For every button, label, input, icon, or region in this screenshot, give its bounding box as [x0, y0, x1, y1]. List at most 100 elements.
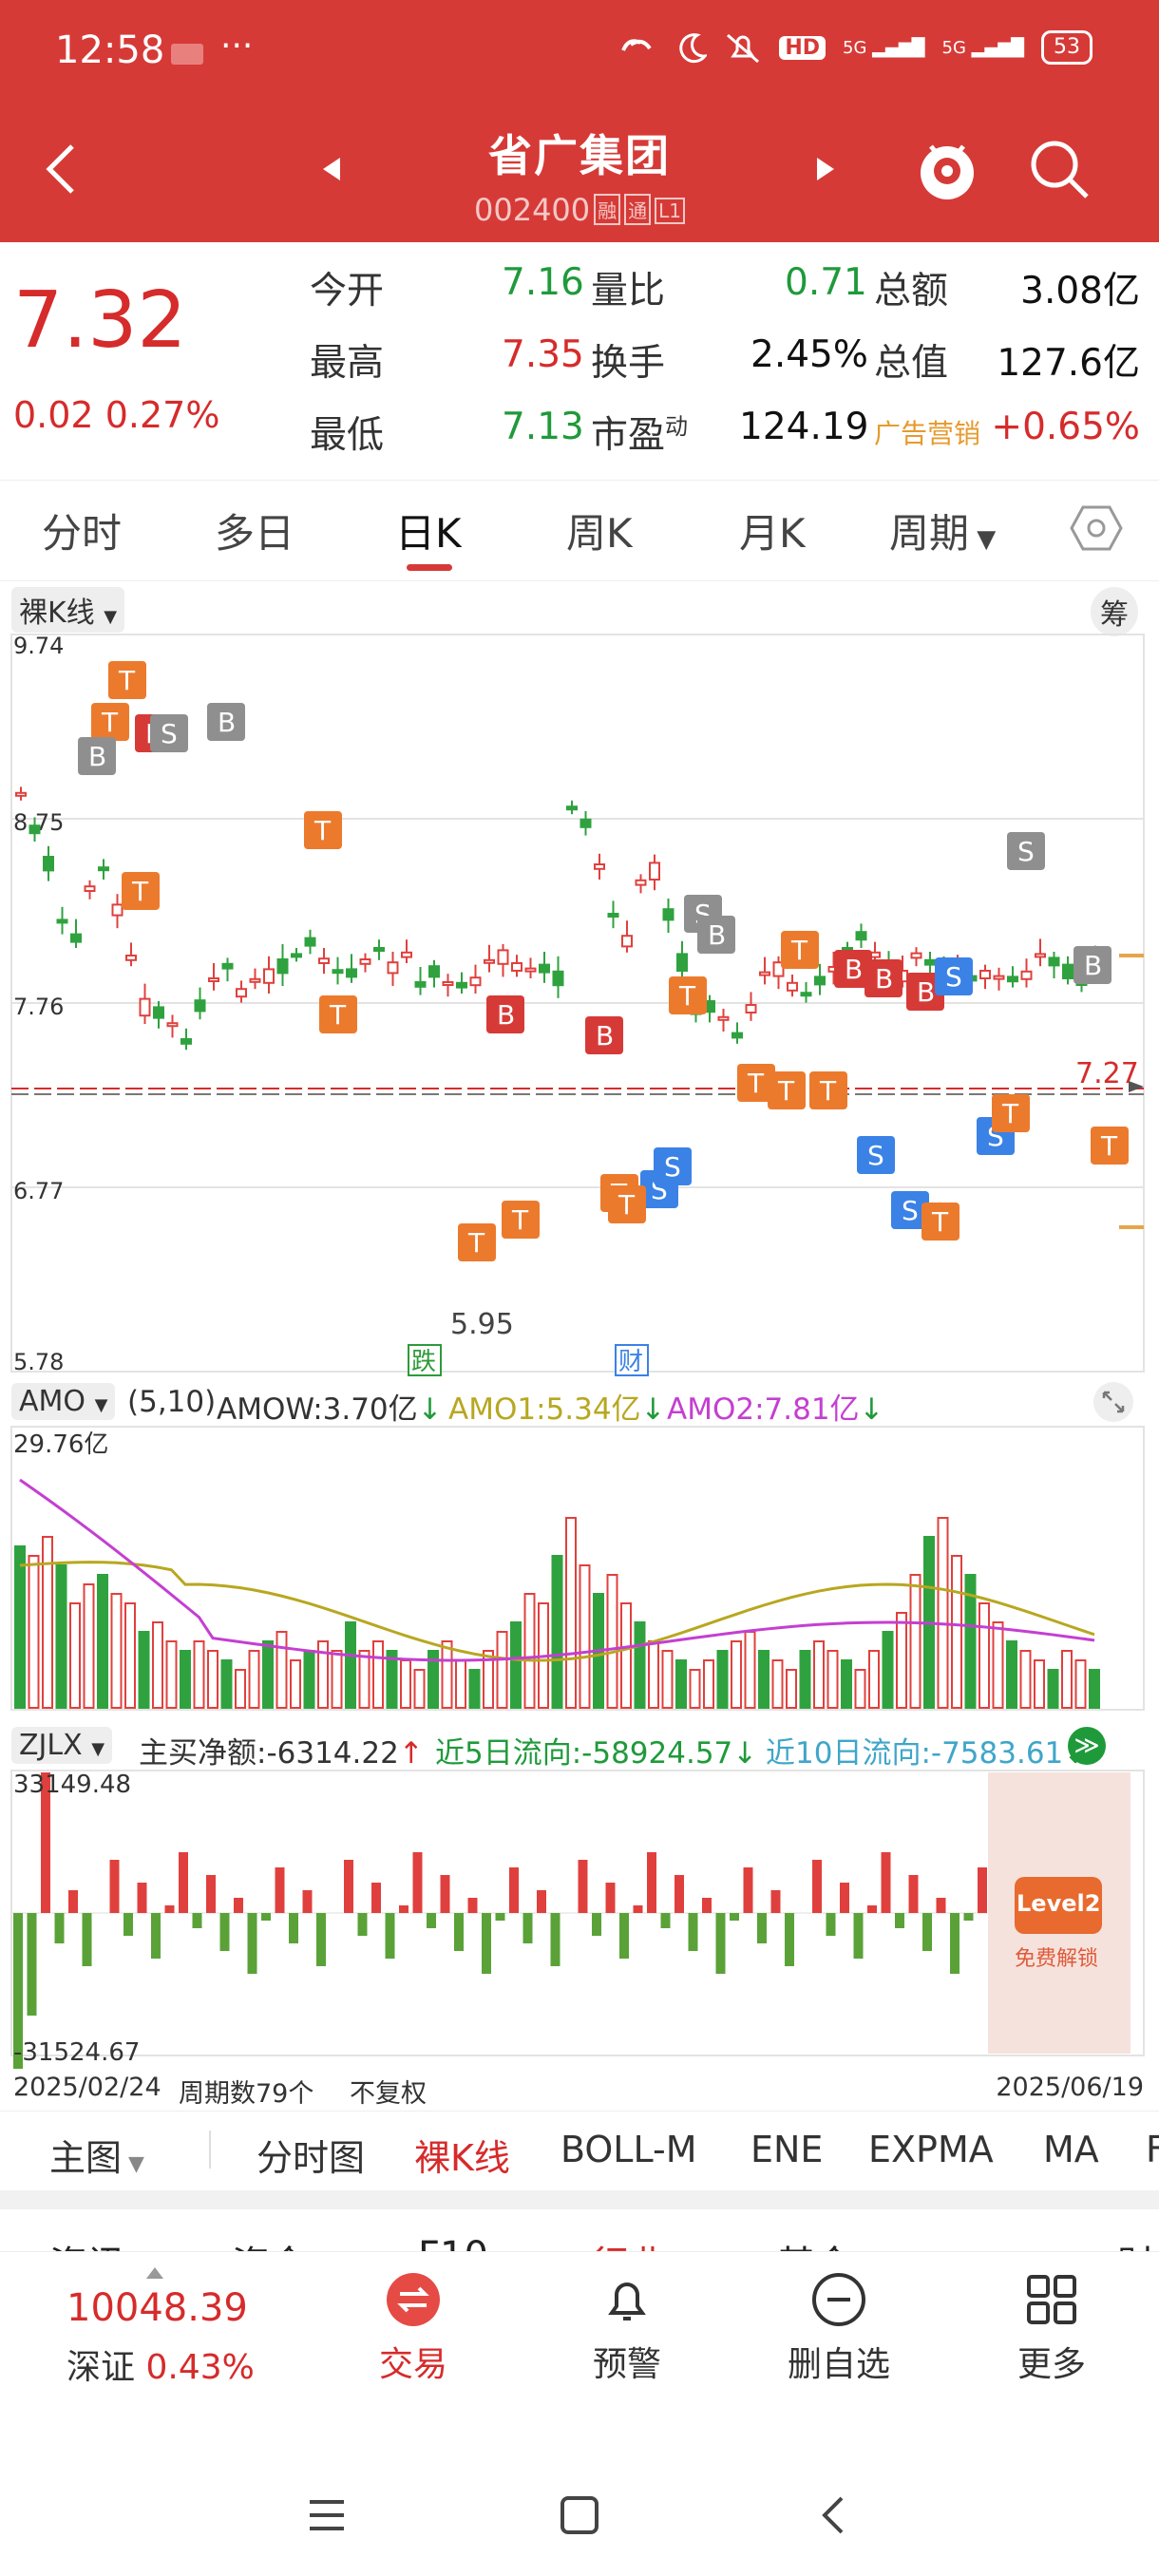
amo-bar: [303, 1650, 315, 1709]
partial-tab-funds[interactable]: 资金: [232, 2234, 308, 2251]
zjlx-bar: [812, 1860, 822, 1913]
amo-bar: [758, 1650, 770, 1709]
amo-bar: [648, 1640, 659, 1709]
indicator-naked-k[interactable]: 裸K线: [414, 2137, 510, 2179]
search-icon[interactable]: [1028, 138, 1091, 200]
amo-bar: [496, 1631, 508, 1709]
range-end: 2025/06/19: [996, 2073, 1144, 2102]
indicator-expma[interactable]: EXPMA: [868, 2129, 994, 2170]
trade-marker-badge: [1091, 1127, 1129, 1165]
partial-tab-finance[interactable]: 财: [1117, 2234, 1155, 2251]
sector-link[interactable]: 广告营销: [874, 418, 981, 449]
next-stock-icon[interactable]: [815, 156, 836, 182]
amo-bar: [468, 1669, 481, 1709]
zjlx-bar: [109, 1860, 120, 1913]
mascot-icon[interactable]: [914, 133, 980, 205]
indicator-more[interactable]: F: [1146, 2129, 1159, 2170]
amo-panel: [10, 1426, 1145, 1711]
trade-marker-badge: [922, 1203, 960, 1241]
zjlx-bar: [936, 1898, 946, 1913]
amo-bar: [1089, 1669, 1100, 1709]
candle-body: [318, 957, 330, 965]
candle-body: [787, 981, 798, 992]
chart-type-selector[interactable]: 裸K线 ▼: [11, 587, 125, 633]
candle-body: [194, 999, 206, 1013]
zjlx-bar: [660, 1913, 671, 1928]
tab-multiday[interactable]: 多日: [215, 510, 295, 557]
candle-body: [166, 1022, 179, 1028]
tab-weekly-k[interactable]: 周K: [566, 510, 633, 557]
hd-icon: HD: [779, 35, 826, 60]
zjlx-action-icon[interactable]: ≫: [1068, 1727, 1106, 1765]
zjlx-selector[interactable]: ZJLX ▼: [11, 1727, 113, 1764]
partial-tab-news[interactable]: 资讯: [49, 2234, 125, 2251]
indicator-intraday[interactable]: 分时图: [256, 2137, 366, 2179]
last-price: 7.32: [13, 275, 187, 366]
level2-title[interactable]: Level2: [1016, 1890, 1101, 1917]
indicator-boll[interactable]: BOLL-M: [560, 2129, 697, 2170]
more-button[interactable]: 更多: [980, 2271, 1123, 2386]
menu-icon[interactable]: [306, 2494, 348, 2536]
partial-tab-industry[interactable]: 行业: [591, 2234, 667, 2251]
amo-bar: [110, 1593, 123, 1709]
trade-marker-label: T: [101, 707, 119, 738]
candle-body: [745, 1004, 757, 1013]
pe-label: 市盈动: [591, 413, 689, 457]
candle-body: [497, 949, 509, 965]
candle-body: [621, 935, 633, 948]
zjlx-max: 33149.48: [13, 1771, 132, 1799]
amo-bar: [951, 1555, 962, 1709]
prev-stock-icon[interactable]: [321, 156, 342, 182]
settings-hex-icon[interactable]: [1070, 502, 1123, 555]
index-value[interactable]: 10048.39: [66, 2286, 248, 2330]
amo-bar: [1034, 1659, 1045, 1709]
zjlx-bar: [853, 1913, 864, 1959]
tab-period[interactable]: 周期 ▼: [889, 510, 997, 557]
candle-body: [84, 885, 96, 893]
indicator-ene[interactable]: ENE: [750, 2129, 824, 2170]
zjlx-bar: [137, 1883, 147, 1913]
back-nav-icon[interactable]: [813, 2494, 855, 2536]
alert-button[interactable]: 预警: [556, 2271, 698, 2386]
main-chart-selector[interactable]: 主图 ▼: [49, 2137, 144, 2179]
trade-marker-badge: [737, 1064, 775, 1102]
partial-tab-fund[interactable]: 基金: [777, 2234, 853, 2251]
trade-button[interactable]: 交易: [342, 2271, 484, 2386]
zjlx-bar: [840, 1883, 849, 1913]
back-icon[interactable]: [42, 141, 80, 198]
expand-icon[interactable]: [1092, 1381, 1134, 1423]
range-adjust[interactable]: 不复权: [350, 2079, 427, 2109]
amo-bar: [55, 1564, 67, 1709]
candle-body: [607, 913, 619, 918]
trade-marker-badge: [78, 737, 116, 775]
amo-selector[interactable]: AMO ▼: [11, 1383, 116, 1420]
amo-bar: [358, 1650, 370, 1709]
amo-bar: [138, 1631, 150, 1709]
level2-subtitle[interactable]: 免费解锁: [1015, 1947, 1099, 1971]
zjlx-bar: [963, 1913, 974, 1921]
indicator-ma[interactable]: MA: [1043, 2129, 1099, 2170]
trade-marker-label: T: [678, 980, 696, 1012]
candle-body: [221, 962, 234, 970]
index-name[interactable]: 深证 0.43%: [66, 2348, 255, 2387]
candle-body: [456, 981, 467, 989]
home-icon[interactable]: [559, 2494, 600, 2536]
trade-marker-badge: [1074, 946, 1112, 984]
amo-bar: [165, 1640, 178, 1709]
tab-monthly-k[interactable]: 月K: [739, 510, 806, 557]
amo-bar: [276, 1631, 288, 1709]
tab-intraday[interactable]: 分时: [42, 510, 123, 557]
trade-marker-label: S: [161, 718, 178, 749]
candle-body: [70, 933, 82, 943]
trade-marker-label: T: [467, 1227, 485, 1259]
trade-marker-label: T: [777, 1075, 795, 1107]
partial-tab-f10[interactable]: F10: [418, 2234, 488, 2251]
candle-body: [511, 962, 522, 972]
tab-daily-k[interactable]: 日K: [395, 510, 462, 557]
trade-icon: [387, 2273, 440, 2326]
kline-chart-area[interactable]: 裸K线 ▼ 筹 9.748.757.766.775.78 TTBBSBTTTBB…: [0, 581, 1159, 2139]
zjlx-bar: [785, 1913, 794, 1966]
remove-watchlist-button[interactable]: 删自选: [768, 2271, 910, 2386]
trade-marker-label: S: [902, 1195, 919, 1226]
chip-button[interactable]: 筹: [1091, 587, 1138, 636]
